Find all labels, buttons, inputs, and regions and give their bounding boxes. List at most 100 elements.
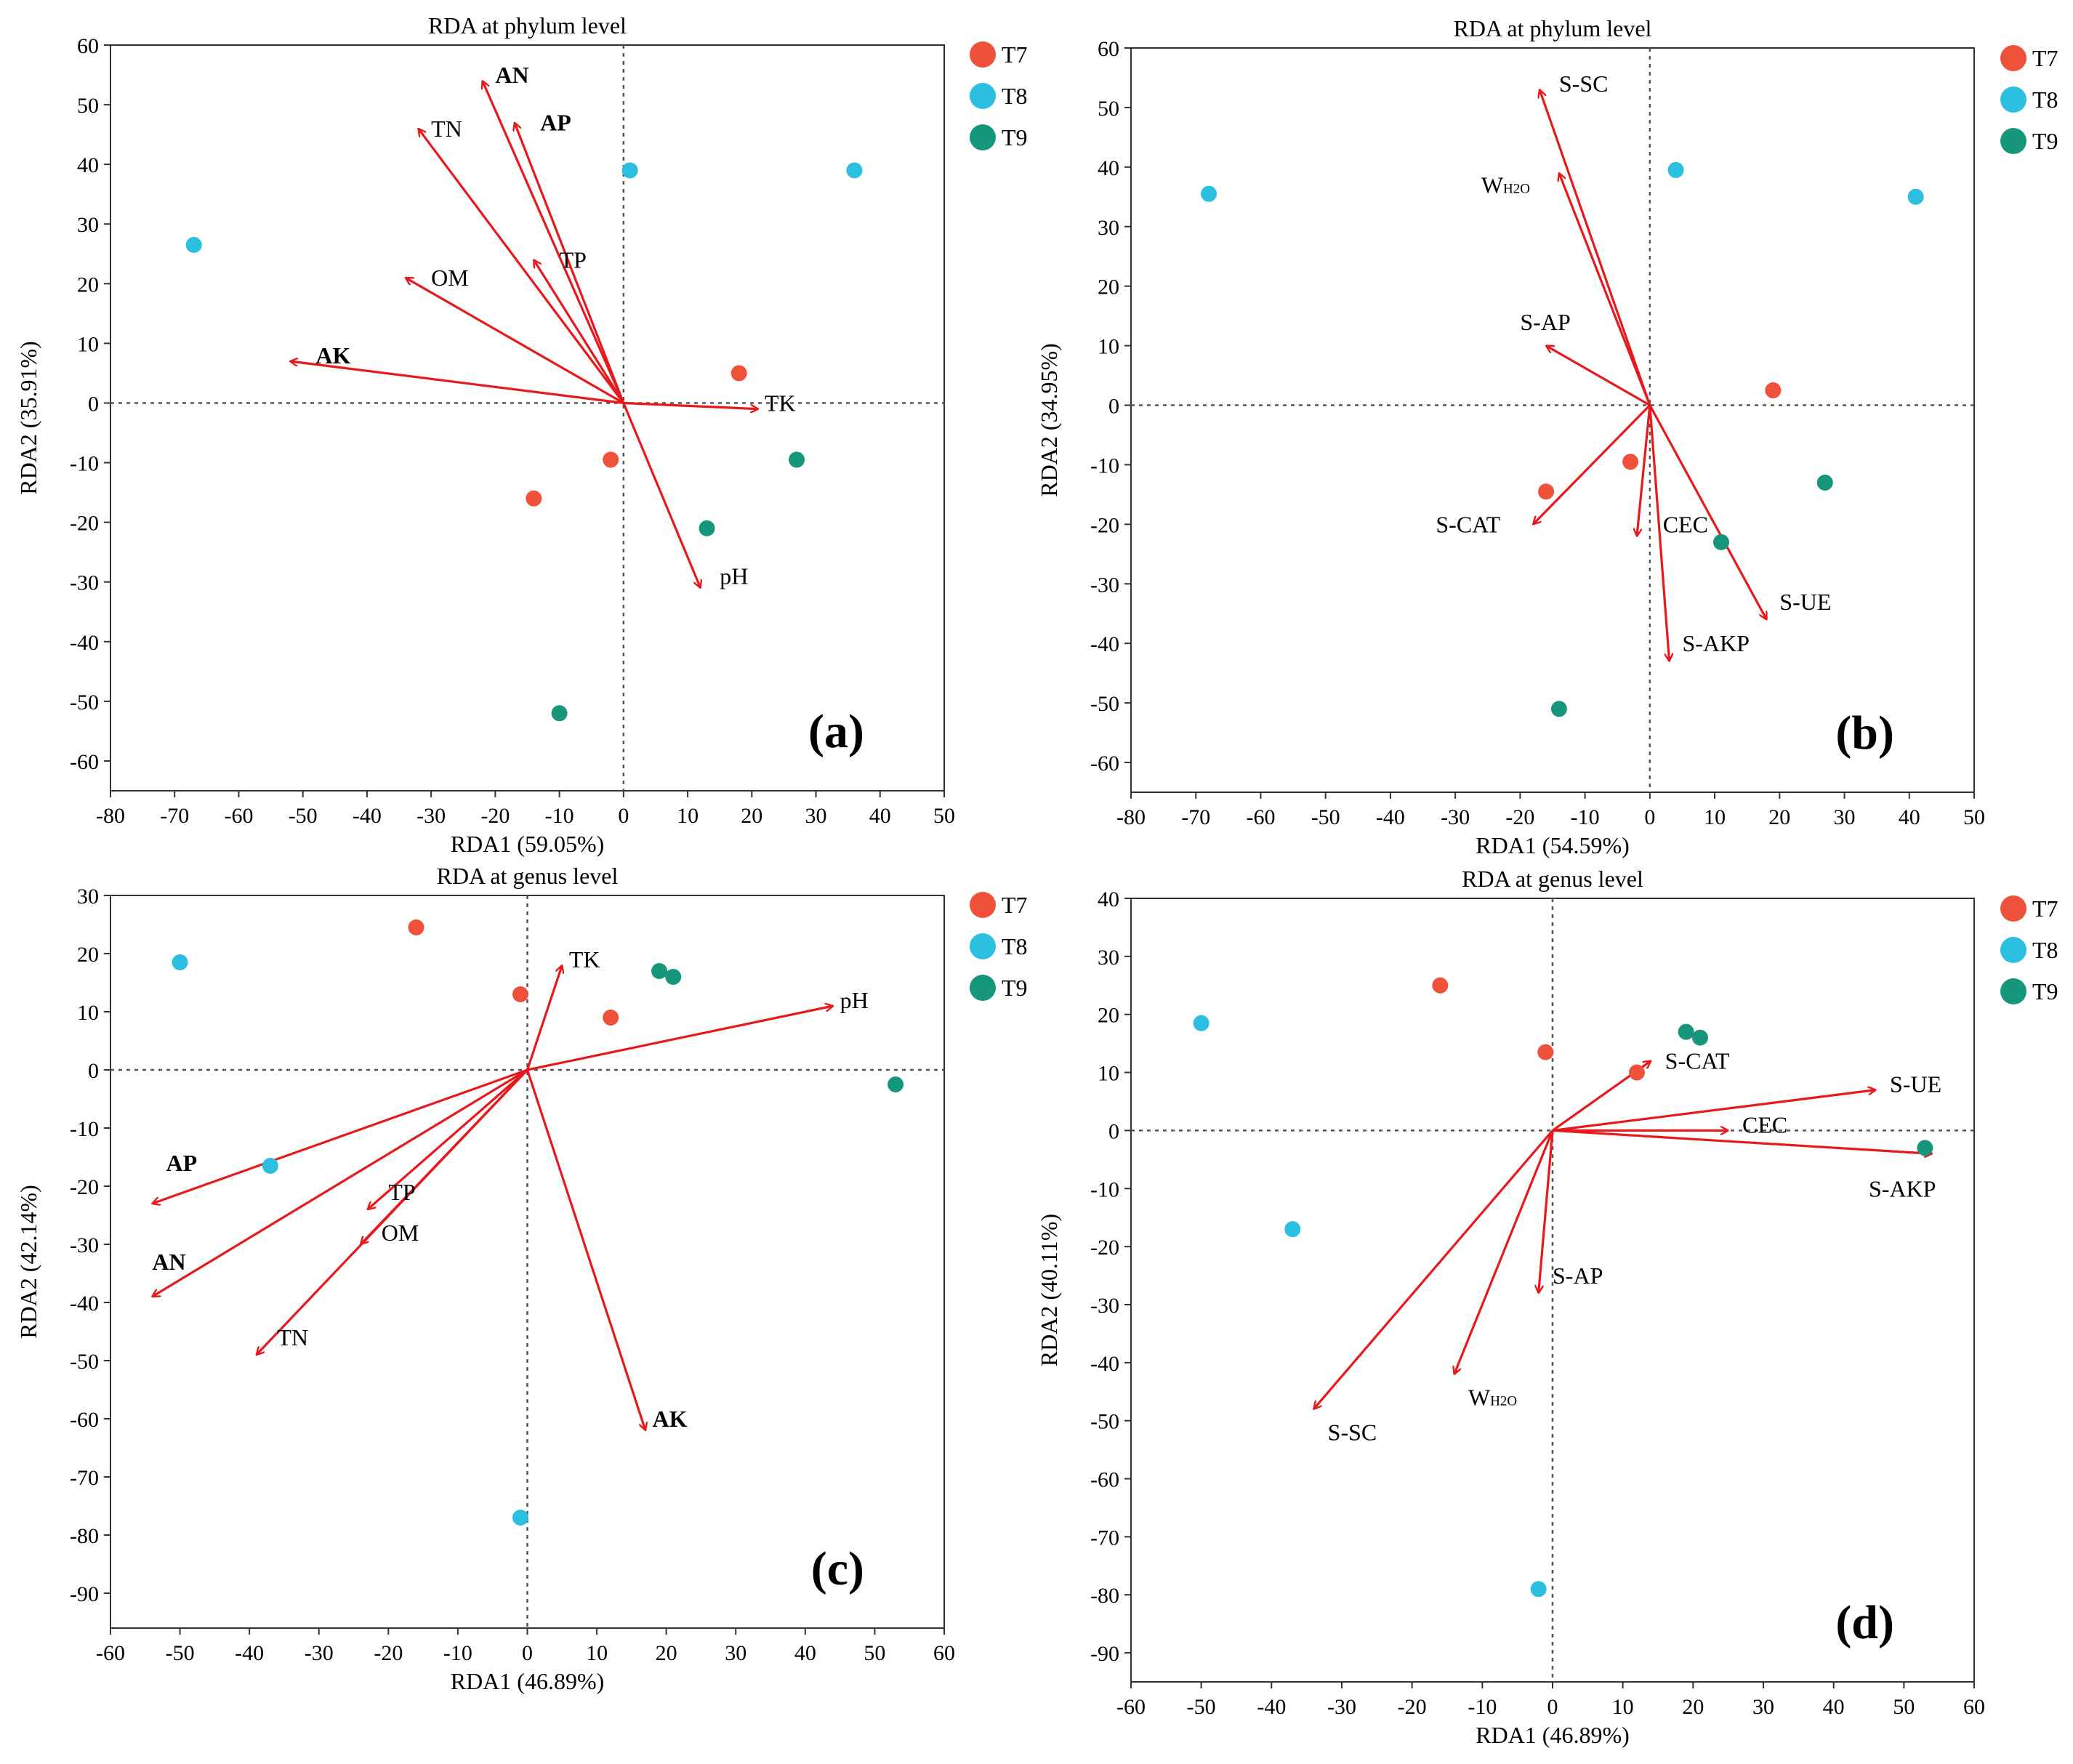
- vector-label: CEC: [1742, 1111, 1787, 1137]
- y-tick-label: 60: [77, 34, 99, 58]
- panel-label: (b): [1835, 706, 1894, 760]
- y-tick-label: -70: [1090, 1526, 1119, 1550]
- x-tick-label: 20: [1768, 805, 1790, 829]
- data-point-t9: [699, 520, 715, 536]
- y-tick-label: -50: [70, 690, 99, 714]
- x-tick-label: 10: [677, 804, 699, 828]
- vector-label: TN: [431, 116, 462, 142]
- vector-label: S-AP: [1520, 309, 1570, 335]
- x-tick-label: 40: [1899, 805, 1920, 829]
- x-tick-label: -30: [1327, 1695, 1356, 1719]
- vector-arrow: [1454, 1129, 1554, 1374]
- legend-marker-t9: [970, 975, 996, 1001]
- x-tick-label: -40: [1257, 1695, 1286, 1719]
- x-tick-label: 0: [522, 1641, 533, 1665]
- vector-label: S-SC: [1559, 71, 1609, 97]
- x-tick-label: -20: [1398, 1695, 1427, 1719]
- x-tick-label: 50: [864, 1641, 885, 1665]
- y-tick-label: 20: [1098, 275, 1119, 299]
- y-tick-label: -40: [1090, 632, 1119, 656]
- y-tick-label: -30: [70, 571, 99, 595]
- vector-arrow: [1539, 1130, 1554, 1293]
- legend-marker-t9: [970, 124, 996, 150]
- chart-title: RDA at genus level: [437, 863, 619, 889]
- vector-arrow: [152, 1068, 528, 1204]
- data-point-t9: [1917, 1140, 1933, 1156]
- y-tick-label: -80: [70, 1524, 99, 1548]
- legend-marker-t8: [2000, 937, 2026, 963]
- y-axis-label: RDA2 (40.11%): [1036, 1214, 1062, 1366]
- x-tick-label: 0: [618, 804, 629, 828]
- vector-label: AN: [152, 1249, 185, 1275]
- vector-label: TK: [765, 390, 796, 416]
- x-tick-label: 50: [1963, 805, 1985, 829]
- y-tick-label: 50: [1098, 97, 1119, 121]
- x-tick-label: 60: [1963, 1695, 1985, 1719]
- vector-arrow: [1552, 1090, 1876, 1132]
- legend-marker-t8: [970, 83, 996, 109]
- vector-arrow: [1649, 404, 1768, 620]
- vector-label: TP: [560, 246, 587, 273]
- vector-label: S-CAT: [1665, 1048, 1730, 1074]
- x-tick-label: -40: [353, 804, 382, 828]
- y-tick-label: -30: [70, 1233, 99, 1257]
- panel-label: (d): [1835, 1596, 1894, 1649]
- y-tick-label: -10: [1090, 454, 1119, 478]
- x-tick-label: -70: [160, 804, 189, 828]
- data-point-t9: [1550, 701, 1567, 717]
- y-tick-label: 20: [77, 273, 99, 297]
- y-tick-label: -50: [70, 1350, 99, 1374]
- x-tick-label: -50: [289, 804, 318, 828]
- x-tick-label: -10: [545, 804, 574, 828]
- vector-arrow: [1533, 404, 1651, 525]
- y-tick-label: 60: [1098, 37, 1119, 61]
- legend-label: T8: [2032, 937, 2058, 963]
- plot-frame: [1130, 47, 1975, 793]
- vector-label: AK: [315, 342, 350, 368]
- data-point-t7: [603, 451, 619, 468]
- chart-title: RDA at genus level: [1462, 866, 1643, 892]
- x-tick-label: 0: [1644, 805, 1655, 829]
- x-tick-label: -60: [224, 804, 253, 828]
- y-tick-label: 30: [77, 885, 99, 909]
- y-tick-label: 20: [77, 943, 99, 967]
- rda-panel-2: -80 -70 -60 -50 -40 -30 -20 -10 0 10 20 30 40 50 -60 -5…: [1036, 15, 2058, 858]
- x-axis-label: RDA1 (46.89%): [1476, 1722, 1630, 1748]
- x-tick-label: -20: [374, 1641, 403, 1665]
- vector-arrow: [1559, 173, 1651, 406]
- x-tick-label: 40: [794, 1641, 816, 1665]
- vector-label: TN: [277, 1324, 308, 1350]
- y-tick-label: 0: [88, 392, 99, 416]
- y-tick-label: 50: [77, 94, 99, 118]
- y-tick-label: -60: [70, 750, 99, 774]
- data-point-t8: [1907, 188, 1924, 205]
- data-point-t9: [1692, 1029, 1708, 1046]
- rda-panel-3: -60 -50 -40 -30 -20 -10 0 10 20 30 40 50 60 -90 -80 -70…: [15, 863, 1028, 1694]
- x-tick-label: -50: [166, 1641, 195, 1665]
- y-tick-label: -40: [1090, 1352, 1119, 1376]
- vector-arrow: [483, 81, 625, 404]
- legend-marker-t8: [970, 933, 996, 959]
- x-tick-label: -60: [96, 1641, 125, 1665]
- x-axis-label: RDA1 (59.05%): [451, 831, 605, 857]
- x-tick-label: -30: [1441, 805, 1470, 829]
- vector-arrow: [406, 276, 624, 404]
- vector-arrow: [257, 1068, 528, 1355]
- data-point-t8: [1284, 1221, 1301, 1238]
- vector-arrow: [419, 129, 625, 404]
- data-point-t8: [621, 162, 638, 179]
- vector-label: OM: [382, 1220, 419, 1246]
- vector-label: CEC: [1663, 511, 1708, 537]
- x-tick-label: 10: [586, 1641, 608, 1665]
- x-tick-label: -10: [443, 1641, 472, 1665]
- vector-label: S-AKP: [1682, 630, 1749, 656]
- y-tick-label: -40: [70, 1292, 99, 1316]
- x-tick-label: -30: [305, 1641, 334, 1665]
- y-tick-label: -60: [70, 1408, 99, 1432]
- y-tick-label: 10: [77, 1001, 99, 1025]
- x-tick-label: 30: [1752, 1695, 1774, 1719]
- y-tick-label: 20: [1098, 1004, 1119, 1028]
- data-point-t8: [1530, 1581, 1547, 1598]
- y-tick-label: 40: [1098, 887, 1119, 911]
- y-tick-label: -30: [1090, 1294, 1119, 1318]
